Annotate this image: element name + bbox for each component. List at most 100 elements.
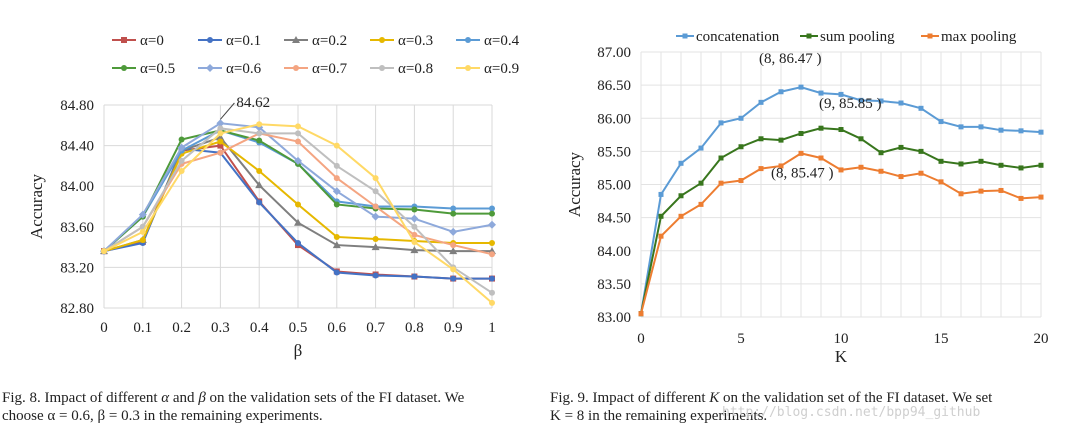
data-point-s2-11 <box>858 164 864 170</box>
data-point-s1-16 <box>958 161 964 167</box>
y-axis-title: Accuracy <box>565 151 584 217</box>
legend-swatch-marker-0 <box>682 33 688 39</box>
data-point-s8-4 <box>256 130 263 137</box>
data-point-s3-7 <box>372 235 379 242</box>
data-point-s2-14 <box>918 170 924 176</box>
data-point-s9-1 <box>139 228 146 235</box>
data-point-s1-15 <box>938 158 944 164</box>
fig8-caption-and: and <box>169 390 199 406</box>
data-point-s2-8 <box>798 150 804 156</box>
fig8-caption-line2: choose α = 0.6, β = 0.3 in the remaining… <box>2 408 323 424</box>
data-point-s7-9 <box>450 242 457 249</box>
data-point-s2-12 <box>878 168 884 174</box>
data-point-s2-6 <box>758 166 764 172</box>
data-point-s9-5 <box>295 123 301 130</box>
annotation-label: (9, 85.85 ) <box>819 96 882 112</box>
data-point-s0-7 <box>778 89 784 95</box>
x-axis-title: K <box>835 347 848 366</box>
y-tick-label: 86.00 <box>597 111 631 127</box>
x-tick-label: 15 <box>934 331 949 347</box>
data-point-s2-20 <box>1038 194 1044 200</box>
data-point-s1-7 <box>372 272 379 279</box>
data-point-s5-10 <box>489 210 495 217</box>
data-point-s9-0 <box>101 248 107 255</box>
data-point-s1-4 <box>256 199 263 206</box>
y-axis-title: Accuracy <box>27 173 46 239</box>
data-point-s6-8 <box>410 214 419 223</box>
legend-swatch-marker-2 <box>292 36 300 43</box>
data-point-s2-18 <box>998 187 1004 193</box>
data-point-s0-19 <box>1018 128 1024 134</box>
legend-label-2: max pooling <box>941 29 1017 45</box>
data-point-s2-6 <box>332 241 341 249</box>
data-point-s4-9 <box>450 205 457 212</box>
data-point-s8-3 <box>217 125 224 132</box>
data-point-s6-6 <box>332 187 341 196</box>
data-point-s5-4 <box>256 137 263 144</box>
data-point-s1-6 <box>758 136 764 142</box>
data-point-s1-14 <box>918 148 924 154</box>
x-tick-label: 20 <box>1034 331 1049 347</box>
data-point-s1-7 <box>778 137 784 143</box>
legend-label-9: α=0.9 <box>484 61 519 77</box>
legend-label-8: α=0.8 <box>398 61 433 77</box>
legend-label-1: α=0.1 <box>226 33 261 49</box>
fig8-caption-line1-post: on the validation sets of the FI dataset… <box>205 390 465 406</box>
fig9-caption-line1-pre: Fig. 9. Impact of different <box>550 390 710 406</box>
y-tick-label: 84.80 <box>60 98 94 114</box>
data-point-s4-10 <box>489 205 495 212</box>
x-tick-label: 10 <box>834 331 849 347</box>
y-tick-label: 84.00 <box>60 179 94 195</box>
legend-label-7: α=0.7 <box>312 61 348 77</box>
data-point-s9-10 <box>489 299 495 306</box>
y-tick-label: 86.50 <box>597 78 631 94</box>
data-point-s0-1 <box>658 191 664 197</box>
data-point-s2-5 <box>738 178 744 184</box>
fig8-caption-alpha: α <box>161 390 170 406</box>
data-point-s0-18 <box>998 127 1004 133</box>
legend-label-1: sum pooling <box>820 29 895 45</box>
x-tick-label: 0.6 <box>327 320 346 336</box>
data-point-s0-17 <box>978 124 984 130</box>
legend-swatch-marker-1 <box>207 37 213 43</box>
legend-swatch-marker-1 <box>806 33 812 39</box>
data-point-s1-2 <box>678 193 684 199</box>
data-point-s5-2 <box>178 136 185 143</box>
data-point-s6-7 <box>371 212 380 221</box>
data-point-s1-4 <box>718 155 724 161</box>
data-point-s7-6 <box>333 175 340 182</box>
data-point-s2-7 <box>778 163 784 169</box>
data-point-s5-9 <box>450 210 457 217</box>
annotation-leader <box>220 102 235 120</box>
data-point-s0-14 <box>918 105 924 111</box>
legend-swatch-marker-2 <box>927 33 933 39</box>
legend-label-3: α=0.3 <box>398 33 433 49</box>
x-tick-label: 0.5 <box>289 320 308 336</box>
data-point-s6-2 <box>177 143 186 152</box>
fig8-caption-beta: β <box>198 390 206 406</box>
data-point-s2-2 <box>678 213 684 219</box>
data-point-s1-8 <box>798 130 804 136</box>
data-point-s2-4 <box>255 181 264 189</box>
data-point-s2-9 <box>449 247 458 255</box>
legend-label-2: α=0.2 <box>312 33 347 49</box>
data-point-s0-16 <box>958 124 964 130</box>
fig9-caption-line1-post: on the validation set of the FI dataset.… <box>719 390 993 406</box>
data-point-s8-6 <box>333 162 340 169</box>
legend-swatch-marker-5 <box>121 65 127 71</box>
data-point-s3-4 <box>256 167 263 174</box>
data-point-s9-7 <box>372 175 379 182</box>
data-point-s2-15 <box>938 179 944 185</box>
data-point-s8-5 <box>295 130 301 137</box>
data-point-s9-8 <box>411 239 418 246</box>
legend-label-5: α=0.5 <box>140 61 175 77</box>
data-point-s6-5 <box>294 156 302 165</box>
data-point-s0-20 <box>1038 129 1044 135</box>
data-point-s1-5 <box>295 240 301 247</box>
data-point-s0-4 <box>718 120 724 126</box>
data-point-s1-20 <box>1038 162 1044 168</box>
x-tick-label: 0.1 <box>133 320 152 336</box>
data-point-s9-2 <box>178 167 185 174</box>
data-point-s9-6 <box>333 142 340 149</box>
